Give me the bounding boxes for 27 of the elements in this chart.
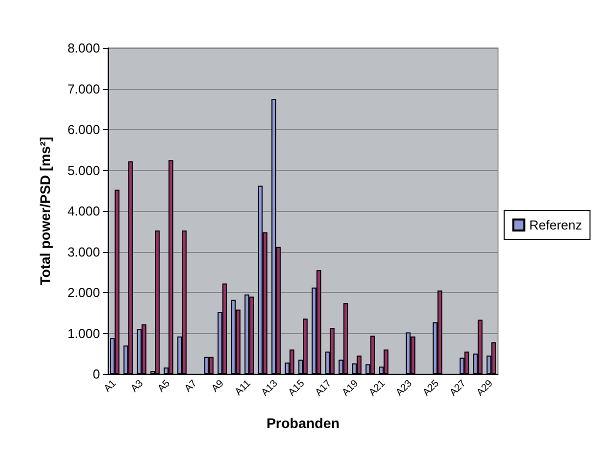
y-tick-label: 3.000: [67, 244, 100, 260]
x-tick-label: A27: [448, 378, 469, 398]
y-tick-label: 0: [92, 366, 100, 382]
x-tick-label: A21: [367, 378, 388, 398]
y-tick-label: 8.000: [67, 40, 100, 56]
x-tick-label: A15: [286, 378, 308, 398]
x-tick-label: A5: [156, 378, 173, 395]
y-tick-label: 2.000: [67, 285, 100, 300]
y-axis-title: Total power/PSD [ms²]: [37, 136, 53, 286]
x-tick-label: A9: [210, 378, 227, 395]
legend-label: Referenz: [529, 218, 582, 232]
x-tick-label: A23: [394, 378, 415, 398]
x-tick-label: A25: [421, 378, 442, 398]
x-tick-label: A1: [102, 378, 119, 395]
y-tick-label: 5.000: [67, 162, 100, 178]
x-tick-label: A17: [313, 378, 334, 398]
x-tick-label: A29: [474, 378, 496, 398]
y-tick-label: 7.000: [67, 81, 100, 96]
x-tick-label: A11: [233, 378, 254, 398]
x-tick-label: A13: [260, 378, 280, 398]
y-tick-label: 6.000: [67, 122, 100, 137]
y-tick-label: 4.000: [67, 204, 100, 218]
y-tick-label: 1.000: [67, 326, 100, 341]
x-tick-label: A3: [129, 378, 146, 395]
x-tick-label: A19: [340, 378, 361, 398]
x-tick-label: A7: [182, 378, 200, 395]
x-axis-title: Probanden: [266, 415, 340, 431]
